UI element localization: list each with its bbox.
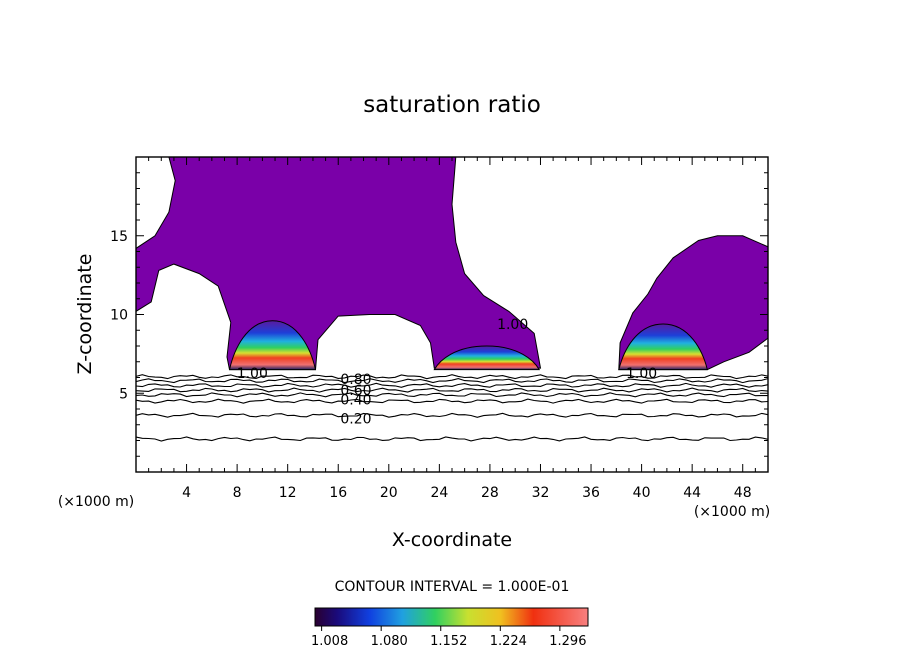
x-tick-label: 20 bbox=[380, 485, 398, 501]
x-tick-label: 12 bbox=[279, 485, 297, 501]
contour-labels: 1.00 1.00 1.00 0.800.600.40 0.20 bbox=[237, 317, 657, 428]
x-tick-label: 8 bbox=[233, 485, 242, 501]
supersaturated-region-1 bbox=[136, 157, 542, 371]
contour-label: 1.00 bbox=[497, 317, 528, 333]
x-unit-right: (×1000 m) bbox=[694, 504, 770, 520]
contour-label: 0.40 bbox=[340, 393, 371, 409]
contour-label: 0.60 bbox=[340, 383, 371, 399]
y-tick-label: 15 bbox=[110, 229, 128, 245]
x-tick-label: 24 bbox=[430, 485, 448, 501]
x-tick-label: 48 bbox=[734, 485, 752, 501]
cloud-core-3 bbox=[618, 323, 708, 371]
isoline-0.7 bbox=[136, 382, 768, 388]
x-tick-label: 16 bbox=[329, 485, 347, 501]
isoline-0.5 bbox=[136, 392, 768, 398]
y-axis-label: Z-coordinate bbox=[74, 254, 96, 375]
colorbar-tick-label: 1.224 bbox=[490, 634, 527, 649]
isoline-0.9 bbox=[136, 374, 768, 380]
contour-interval-note: CONTOUR INTERVAL = 1.000E-01 bbox=[335, 579, 570, 595]
colorbar-gradient bbox=[314, 607, 589, 627]
x-tick-label: 44 bbox=[683, 485, 701, 501]
x-axis-ticks: 4 8 12 16 20 24 28 32 36 40 44 48 bbox=[148, 157, 756, 501]
cloud-cores bbox=[228, 320, 708, 371]
isoline-0.6 bbox=[136, 387, 768, 393]
isoline-0.4 bbox=[136, 398, 768, 404]
cloud-core-2 bbox=[433, 345, 541, 371]
colorbar-tick-label: 1.296 bbox=[549, 634, 586, 649]
x-tick-label: 28 bbox=[481, 485, 499, 501]
x-tick-label: 36 bbox=[582, 485, 600, 501]
isolines bbox=[136, 374, 768, 442]
colorbar-tick-label: 1.008 bbox=[311, 634, 348, 649]
x-tick-label: 32 bbox=[532, 485, 550, 501]
cloud-core-1 bbox=[228, 320, 317, 371]
x-tick-label: 40 bbox=[633, 485, 651, 501]
colorbar: 1.008 1.080 1.152 1.224 1.296 bbox=[311, 607, 589, 649]
x-tick-label: 4 bbox=[182, 485, 191, 501]
chart-title: saturation ratio bbox=[363, 92, 541, 118]
contour-label: 1.00 bbox=[237, 366, 268, 382]
isoline-0.8 bbox=[136, 378, 768, 384]
y-tick-label: 10 bbox=[110, 308, 128, 324]
colorbar-ticks: 1.008 1.080 1.152 1.224 1.296 bbox=[311, 626, 586, 649]
colorbar-tick-label: 1.080 bbox=[371, 634, 408, 649]
contour-label: 0.80 bbox=[340, 372, 371, 388]
x-unit-left: (×1000 m) bbox=[58, 494, 134, 510]
y-axis-ticks: 5 10 15 bbox=[110, 172, 768, 457]
isoline-0.2 bbox=[136, 412, 768, 418]
contour-label: 1.00 bbox=[626, 366, 657, 382]
contour-label: 0.20 bbox=[340, 411, 371, 427]
y-tick-label: 5 bbox=[119, 386, 128, 402]
x-axis-label: X-coordinate bbox=[392, 529, 512, 551]
isoline-0.1 bbox=[136, 436, 768, 442]
colorbar-tick-label: 1.152 bbox=[430, 634, 467, 649]
